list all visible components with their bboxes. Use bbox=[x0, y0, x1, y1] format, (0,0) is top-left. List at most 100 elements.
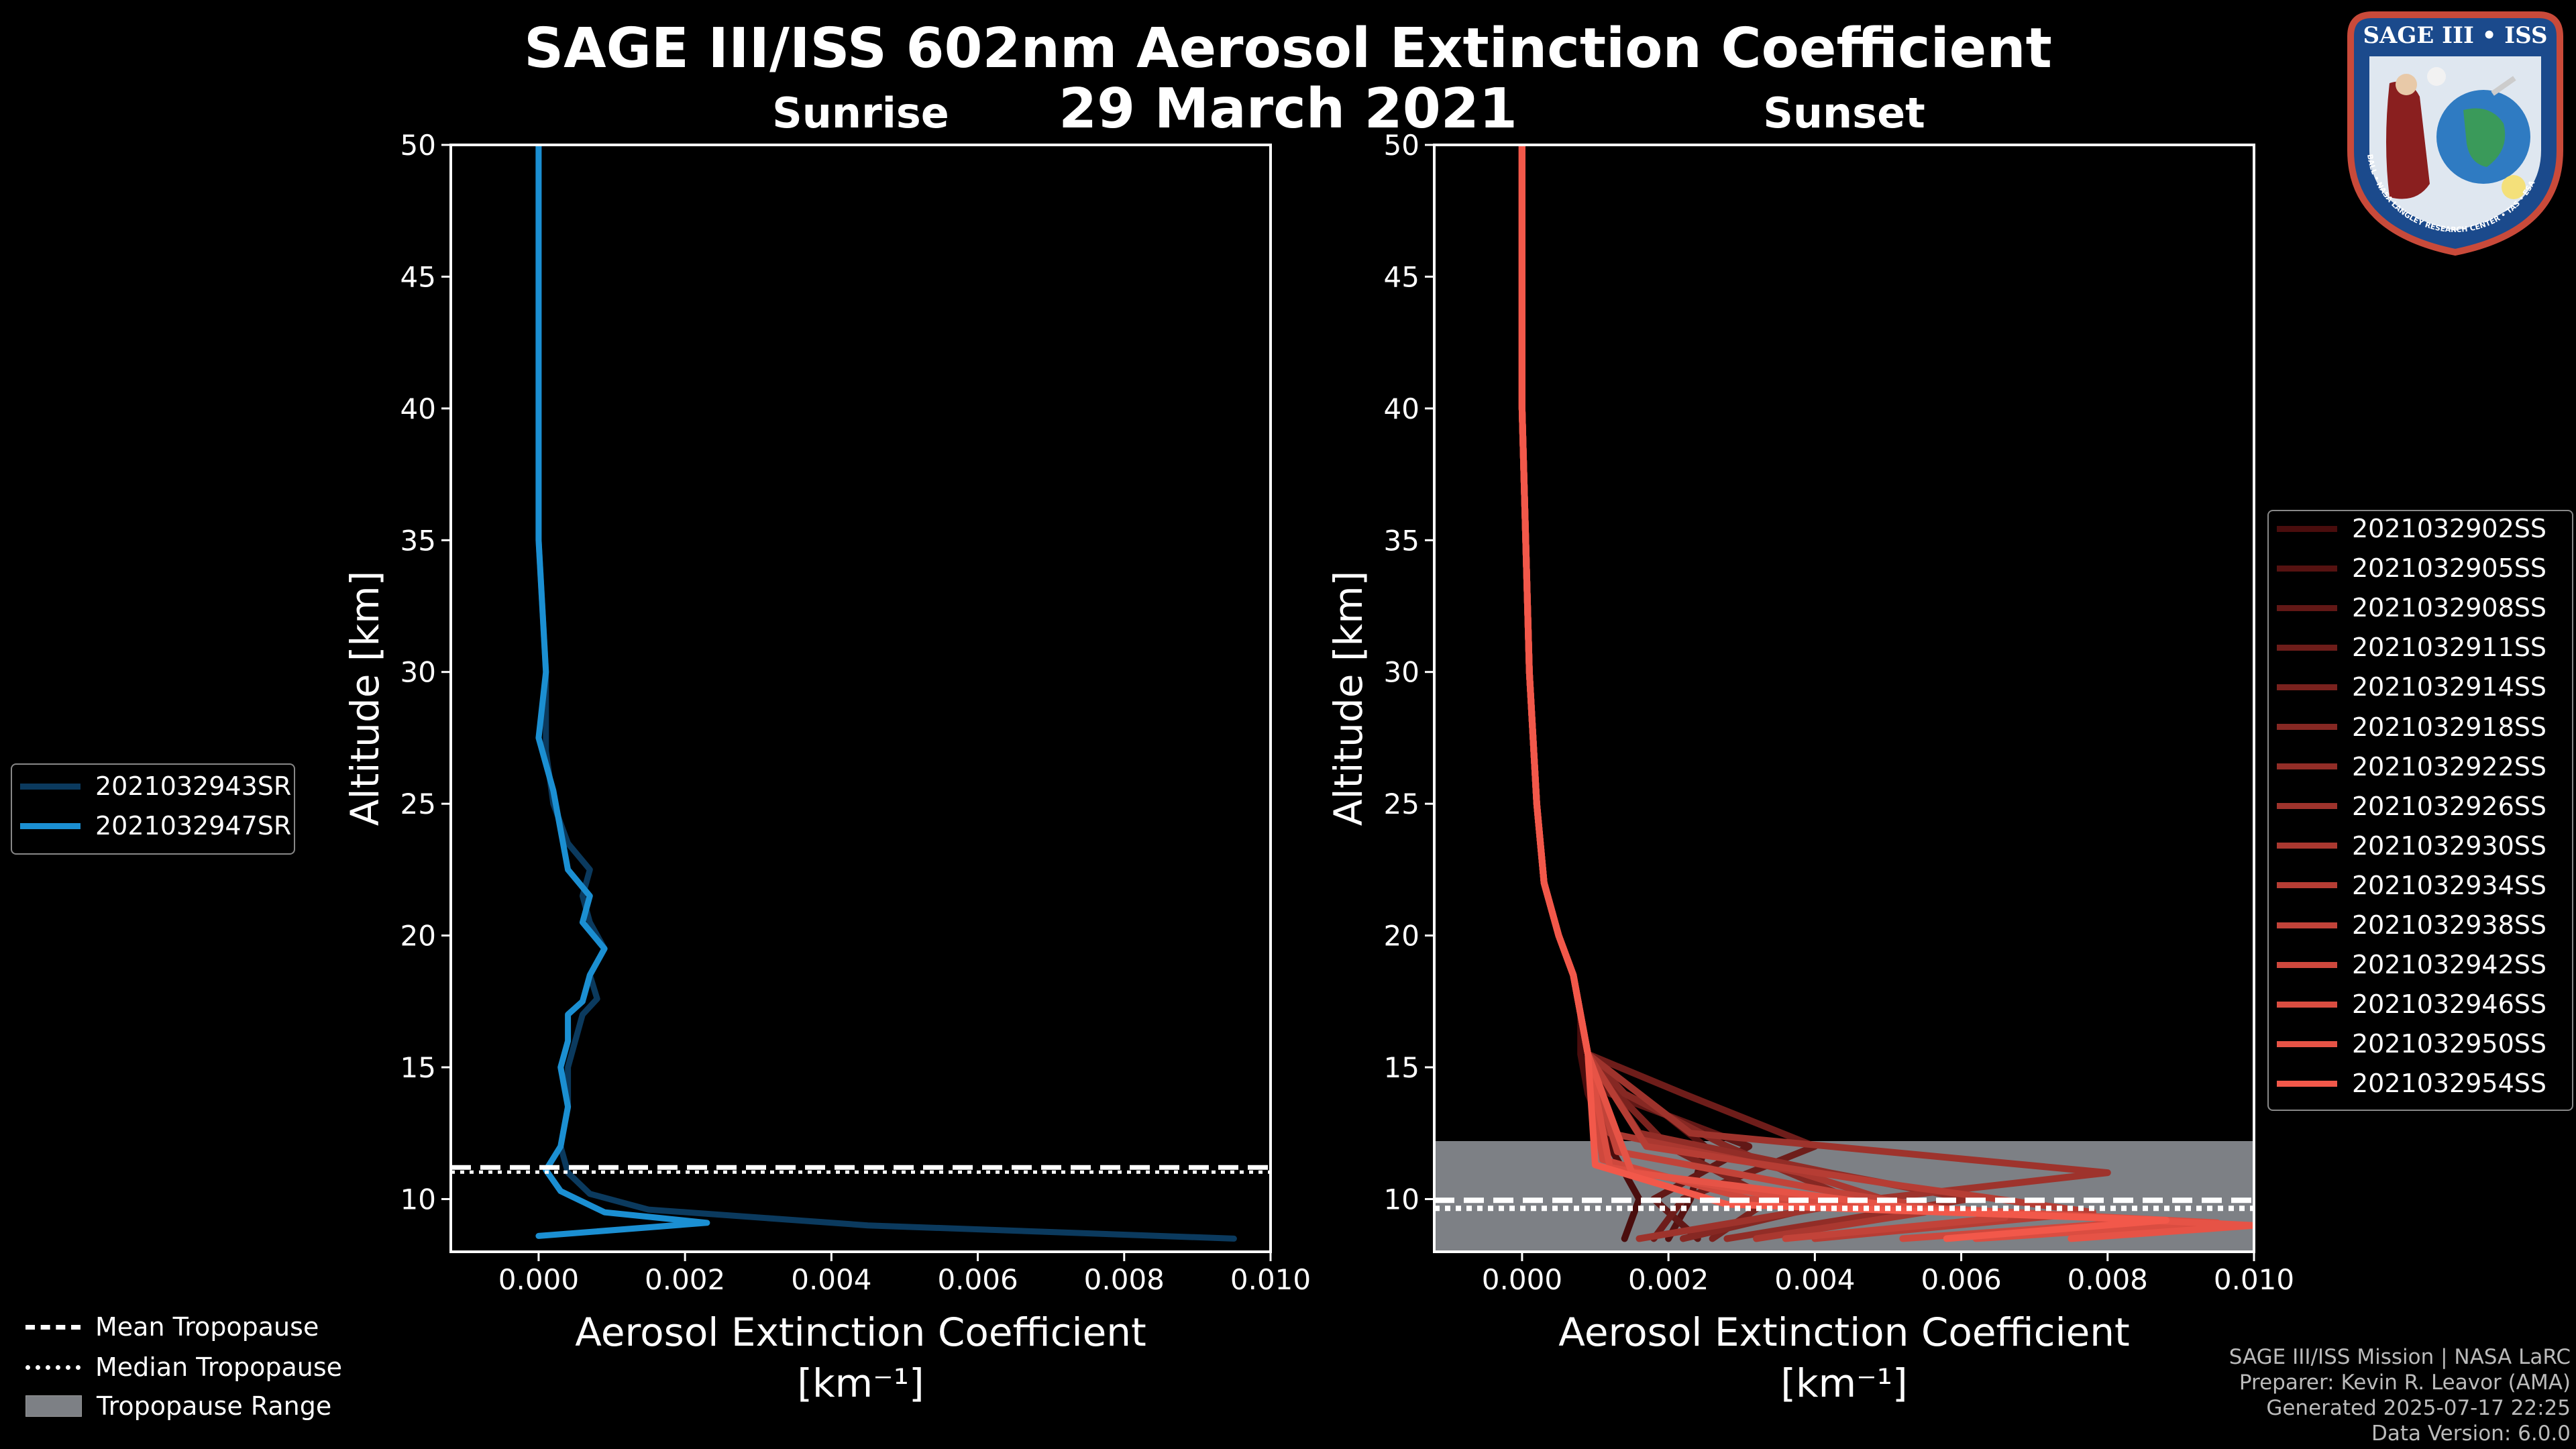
legend-tropopause-range: Tropopause Range bbox=[25, 1391, 331, 1421]
x-axis-label: Aerosol Extinction Coefficient bbox=[575, 1309, 1146, 1355]
legend-median-tropopause-label: Median Tropopause bbox=[95, 1352, 342, 1382]
y-axis-label: Altitude [km] bbox=[342, 571, 388, 826]
legend-swatch bbox=[2277, 763, 2337, 770]
legend-swatch bbox=[2277, 1040, 2337, 1047]
series-line-2021032926SS bbox=[1518, 145, 2111, 1242]
footer-preparer: Preparer: Kevin R. Leavor (AMA) bbox=[2239, 1371, 2571, 1395]
legend-swatch bbox=[2277, 803, 2337, 810]
legend-swatch bbox=[20, 822, 80, 829]
legend-tropopause-range-label: Tropopause Range bbox=[97, 1391, 332, 1421]
sunset-panel-title: Sunset bbox=[1763, 89, 1925, 138]
legend-swatch bbox=[2277, 644, 2337, 651]
legend-item-2021032918SS: 2021032918SS bbox=[2277, 712, 2546, 742]
series-line-2021032943SR bbox=[535, 145, 1237, 1242]
x-tick-label: 0.004 bbox=[791, 1263, 871, 1296]
x-tick-label: 0.000 bbox=[1482, 1263, 1562, 1296]
legend-label: 2021032911SS bbox=[2352, 633, 2547, 663]
footer-version: Data Version: 6.0.0 bbox=[2371, 1421, 2571, 1446]
range-patch-swatch bbox=[25, 1395, 82, 1417]
sunrise-legend bbox=[11, 763, 295, 855]
x-tick-label: 0.010 bbox=[2214, 1263, 2294, 1296]
dotted-line-swatch bbox=[25, 1364, 80, 1370]
x-tick-label: 0.004 bbox=[1774, 1263, 1855, 1296]
legend-label: 2021032914SS bbox=[2352, 672, 2547, 702]
legend-swatch bbox=[2277, 922, 2337, 928]
legend-item-2021032947SR: 2021032947SR bbox=[20, 811, 291, 841]
series-line-2021032947SR bbox=[535, 145, 710, 1239]
y-tick-label: 45 bbox=[1384, 260, 1419, 293]
legend-label: 2021032922SS bbox=[2352, 751, 2547, 782]
legend-item-2021032943SR: 2021032943SR bbox=[20, 771, 291, 801]
y-tick-label: 25 bbox=[400, 788, 436, 820]
legend-item-2021032946SS: 2021032946SS bbox=[2277, 989, 2546, 1019]
x-tick-label: 0.008 bbox=[1084, 1263, 1165, 1296]
legend-item-2021032902SS: 2021032902SS bbox=[2277, 514, 2546, 543]
sunrise-axes-frame bbox=[449, 144, 1272, 1253]
series-line-2021032902SS bbox=[1518, 145, 1643, 1242]
y-tick-label: 20 bbox=[400, 920, 436, 953]
legend-item-2021032930SS: 2021032930SS bbox=[2277, 831, 2546, 861]
footer-credits: SAGE III/ISS Mission | NASA LaRC Prepare… bbox=[2229, 1344, 2571, 1446]
legend-item-2021032905SS: 2021032905SS bbox=[2277, 553, 2546, 583]
legend-swatch bbox=[2277, 961, 2337, 968]
figure-title-line2: 29 March 2021 bbox=[1059, 77, 1517, 141]
x-tick-label: 0.006 bbox=[937, 1263, 1018, 1296]
legend-label: 2021032950SS bbox=[2352, 1029, 2547, 1059]
x-tick-label: 0.002 bbox=[1628, 1263, 1709, 1296]
legend-item-2021032908SS: 2021032908SS bbox=[2277, 593, 2546, 623]
y-tick-label: 40 bbox=[1384, 392, 1419, 425]
sunrise-panel: 0.000 0.002 0.004 0.006 0.008 0.010 10 15 20 25 30… bbox=[342, 89, 1311, 1406]
y-tick-label: 50 bbox=[1384, 129, 1419, 162]
y-tick-label: 30 bbox=[1384, 656, 1419, 689]
series-line-2021032911SS bbox=[1518, 145, 1819, 1242]
legend-item-2021032926SS: 2021032926SS bbox=[2277, 792, 2546, 821]
x-axis-units: [km⁻¹] bbox=[797, 1360, 924, 1406]
y-tick-label: 20 bbox=[1384, 920, 1419, 953]
y-tick-label: 30 bbox=[400, 656, 436, 689]
series-line-2021032918SS bbox=[1518, 145, 1855, 1242]
sunset-axes-frame bbox=[1433, 144, 2255, 1253]
dashed-line-swatch bbox=[25, 1324, 80, 1330]
legend-label: 2021032905SS bbox=[2352, 553, 2547, 584]
y-tick-label: 35 bbox=[1384, 524, 1419, 557]
legend-label: 2021032943SR bbox=[95, 771, 292, 801]
figure-title-line1: SAGE III/ISS 602nm Aerosol Extinction Co… bbox=[524, 17, 2052, 80]
y-tick-label: 15 bbox=[400, 1051, 436, 1084]
series-line-2021032914SS bbox=[1518, 145, 1774, 1242]
y-tick-label: 15 bbox=[1384, 1051, 1419, 1084]
legend-label: 2021032934SS bbox=[2352, 870, 2547, 900]
legend-label: 2021032902SS bbox=[2352, 514, 2547, 543]
legend-label: 2021032938SS bbox=[2352, 910, 2547, 940]
legend-item-2021032922SS: 2021032922SS bbox=[2277, 752, 2546, 782]
legend-swatch bbox=[2277, 882, 2337, 889]
y-tick-label: 10 bbox=[400, 1183, 436, 1216]
legend-swatch bbox=[2277, 1080, 2337, 1087]
x-tick-label: 0.010 bbox=[1230, 1263, 1311, 1296]
legend-swatch bbox=[2277, 525, 2337, 532]
x-tick-label: 0.002 bbox=[645, 1263, 725, 1296]
legend-swatch bbox=[20, 783, 80, 790]
legend-item-2021032954SS: 2021032954SS bbox=[2277, 1069, 2546, 1098]
legend-label: 2021032947SR bbox=[95, 811, 292, 841]
y-axis-label: Altitude [km] bbox=[1326, 571, 1371, 826]
legend-item-2021032938SS: 2021032938SS bbox=[2277, 910, 2546, 940]
y-tick-label: 40 bbox=[400, 392, 436, 425]
x-axis-label: Aerosol Extinction Coefficient bbox=[1558, 1309, 2130, 1355]
series-line-2021032946SS bbox=[1518, 145, 2221, 1242]
x-tick-label: 0.006 bbox=[1921, 1263, 2001, 1296]
legend-label: 2021032918SS bbox=[2352, 712, 2547, 742]
legend-item-2021032914SS: 2021032914SS bbox=[2277, 672, 2546, 702]
sage-iii-iss-logo: SAGE III • ISS BALL • NASA LANGLEY RESEA… bbox=[2347, 11, 2563, 256]
legend-swatch bbox=[2277, 1001, 2337, 1008]
legend-label: 2021032926SS bbox=[2352, 791, 2547, 821]
legend-label: 2021032946SS bbox=[2352, 989, 2547, 1020]
legend-label: 2021032908SS bbox=[2352, 593, 2547, 623]
sunset-panel: 0.000 0.002 0.004 0.006 0.008 0.010 10 15 20 25 30… bbox=[1326, 89, 2294, 1406]
x-axis-units: [km⁻¹] bbox=[1780, 1360, 1907, 1406]
y-tick-label: 50 bbox=[400, 129, 436, 162]
logo-text: SAGE III • ISS bbox=[2363, 22, 2547, 49]
y-tick-label: 35 bbox=[400, 524, 436, 557]
legend-label: 2021032954SS bbox=[2352, 1069, 2547, 1099]
y-tick-label: 10 bbox=[1384, 1183, 1419, 1216]
legend-item-2021032911SS: 2021032911SS bbox=[2277, 633, 2546, 662]
